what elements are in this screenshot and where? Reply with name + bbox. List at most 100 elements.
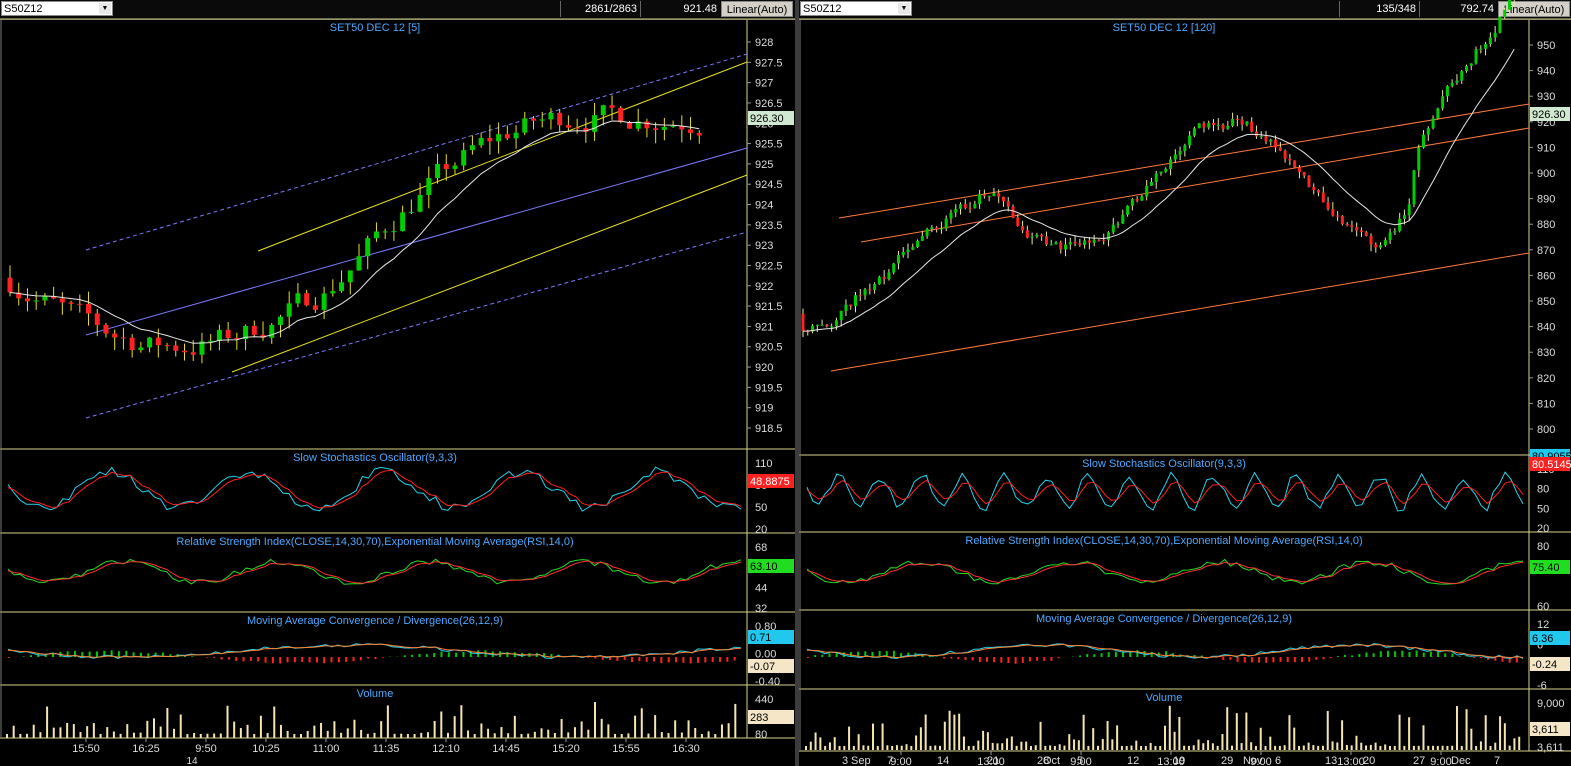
symbol-selector[interactable]: S50Z12 ▼	[800, 1, 912, 16]
candle-body	[33, 300, 39, 302]
macd-histogram-bar	[697, 657, 700, 663]
symbol-value: S50Z12	[4, 3, 43, 15]
macd-histogram-bar	[315, 657, 318, 663]
candle-body	[1417, 147, 1421, 171]
macd-histogram-bar	[1014, 657, 1017, 664]
volume-bar	[533, 731, 536, 738]
macd-histogram-bar	[1336, 656, 1339, 657]
chart-pane-right[interactable]: S50Z12 ▼ 135/348 792.74 Linear(Auto) SET…	[799, 0, 1571, 766]
volume-bar	[360, 729, 363, 738]
volume-bar	[1508, 745, 1511, 750]
volume-bar	[527, 733, 530, 738]
volume-bar	[386, 705, 389, 738]
volume-bar	[948, 710, 951, 750]
volume-bar	[400, 733, 403, 738]
macd-histogram-bar	[921, 655, 924, 657]
candle-body	[1288, 158, 1292, 161]
price-tick-label: 924	[755, 200, 773, 212]
candle-body	[1293, 160, 1297, 168]
macd-histogram-bar	[900, 653, 903, 657]
volume-bar	[580, 721, 583, 738]
time-tick-label: 16:25	[132, 743, 160, 755]
volume-bar	[660, 732, 663, 738]
macd-histogram-bar	[993, 657, 996, 663]
volume-bar	[326, 730, 329, 738]
volume-bar	[553, 732, 556, 738]
dropdown-arrow-icon[interactable]: ▼	[99, 3, 111, 14]
volume-bar	[991, 742, 994, 750]
volume-bar	[86, 726, 89, 738]
volume-bar	[1245, 712, 1248, 750]
macd-histogram-bar	[1222, 657, 1225, 660]
price-tick-label: 923.5	[755, 220, 783, 232]
macd-title: Moving Average Convergence / Divergence(…	[1036, 613, 1292, 625]
volume-bar	[1274, 745, 1277, 750]
macd-histogram-bar	[1487, 657, 1490, 660]
macd-histogram-bar	[609, 657, 612, 660]
scale-mode-button[interactable]: Linear(Auto)	[721, 1, 793, 17]
candle-body	[1159, 171, 1163, 174]
candle-body	[661, 126, 667, 130]
macd-histogram-bar	[892, 650, 895, 657]
date-tick-label: 3	[842, 755, 848, 766]
volume-bar	[293, 733, 296, 738]
volume-bar	[300, 733, 302, 738]
volume-bar	[1451, 745, 1454, 750]
volume-bar	[507, 733, 510, 738]
candle-body	[286, 303, 292, 317]
time-tick-label: 15:55	[612, 743, 640, 755]
candle-body	[400, 212, 406, 232]
macd-histogram-bar	[345, 657, 348, 662]
pane-divider[interactable]	[795, 0, 799, 766]
candle-body	[277, 316, 283, 325]
macd-histogram-bar	[506, 651, 509, 657]
candle-body	[939, 228, 943, 230]
macd-histogram-bar	[154, 652, 157, 657]
macd-histogram-bar	[286, 657, 289, 663]
volume-bar	[1197, 739, 1200, 750]
volume-bar	[1446, 745, 1449, 750]
chart-pane-left[interactable]: S50Z12 ▼ 2861/2863 921.48 Linear(Auto) S…	[0, 0, 795, 766]
volume-bar	[1312, 745, 1315, 750]
volume-bar	[620, 733, 623, 738]
candle-body	[1068, 241, 1072, 245]
dropdown-arrow-icon[interactable]: ▼	[898, 3, 910, 14]
price-tick-label: 924.5	[755, 179, 783, 191]
candle-body	[208, 340, 214, 342]
chart-canvas[interactable]: SET50 DEC 12 [5] Slow Stochastics Oscilla…	[0, 0, 795, 766]
macd-histogram-bar	[271, 657, 274, 664]
symbol-value: S50Z12	[803, 3, 842, 15]
candle-body	[199, 341, 205, 355]
candle-body	[618, 107, 624, 123]
candle-body	[1064, 244, 1068, 250]
macd-value-tag-box	[748, 630, 794, 644]
macd-histogram-bar	[1358, 653, 1361, 657]
volume-bar	[480, 723, 483, 738]
scale-mode-button[interactable]: Linear(Auto)	[1498, 1, 1570, 17]
candle-body	[1302, 171, 1306, 176]
chart-canvas[interactable]: SET50 DEC 12 [120] Slow Stochastics Oscil…	[799, 0, 1571, 766]
macd-histogram-bar	[1093, 654, 1096, 657]
price-tick-label: 927	[755, 78, 773, 90]
volume-bar	[587, 729, 590, 738]
time-tick-label: 9:00	[1430, 756, 1451, 766]
volume-axis-label: 80	[755, 729, 767, 741]
rsi-axis-label: 44	[755, 583, 767, 595]
macd-histogram-bar	[1472, 657, 1475, 658]
volume-bar	[881, 723, 884, 750]
candle-body	[949, 212, 953, 219]
candle-body	[1178, 150, 1182, 155]
stochastic-axis-label: 20	[1537, 523, 1549, 535]
volume-bar	[1154, 745, 1157, 750]
macd-histogram-bar	[1079, 655, 1082, 657]
volume-bar	[493, 733, 496, 738]
candle-body	[1111, 224, 1115, 233]
candle-body	[653, 128, 659, 130]
symbol-selector[interactable]: S50Z12 ▼	[1, 1, 113, 16]
candle-body	[1135, 199, 1139, 201]
candle-body	[1379, 245, 1383, 248]
volume-bar	[986, 732, 989, 750]
stochastic-axis-label: 20	[755, 524, 767, 536]
candle-body	[820, 324, 824, 326]
macd-histogram-bar	[835, 652, 838, 657]
